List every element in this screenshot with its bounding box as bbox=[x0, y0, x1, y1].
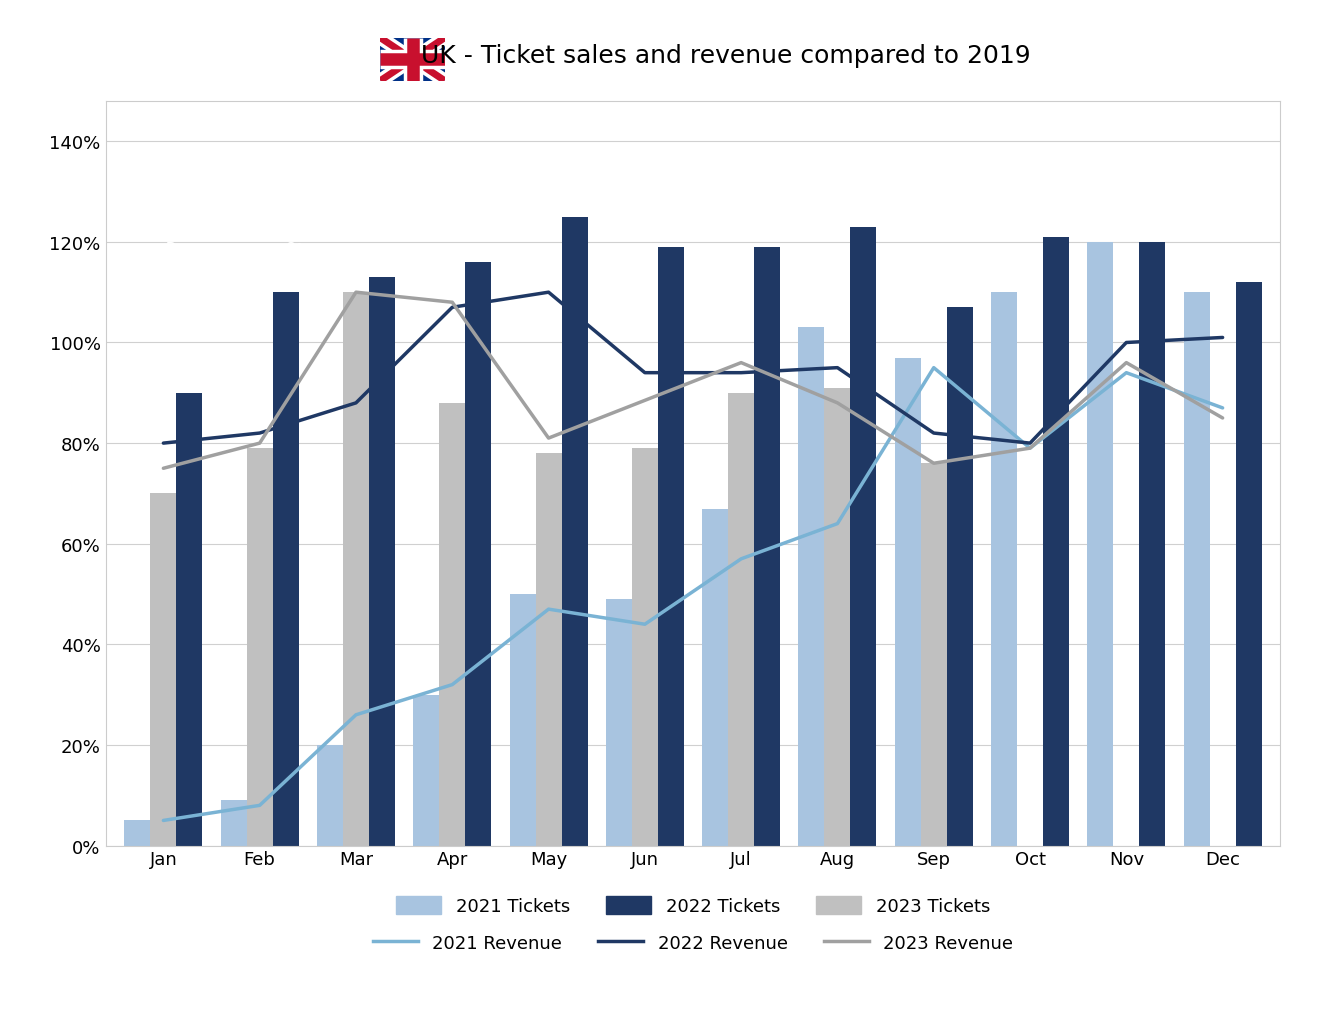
Legend: 2021 Revenue, 2022 Revenue, 2023 Revenue: 2021 Revenue, 2022 Revenue, 2023 Revenue bbox=[366, 925, 1020, 960]
Bar bbox=[440, 404, 465, 846]
Bar bbox=[370, 278, 395, 846]
Bar bbox=[850, 227, 876, 846]
Bar bbox=[150, 494, 177, 846]
Bar bbox=[343, 292, 370, 846]
Text: Revenue   -8%: Revenue -8% bbox=[166, 240, 308, 259]
Bar bbox=[1236, 283, 1262, 846]
Bar bbox=[1043, 237, 1069, 846]
Bar bbox=[1184, 292, 1209, 846]
Bar bbox=[702, 510, 729, 846]
Bar bbox=[657, 248, 684, 846]
Text: UK - Ticket sales and revenue compared to 2019: UK - Ticket sales and revenue compared t… bbox=[421, 44, 1031, 68]
Bar bbox=[921, 464, 946, 846]
Bar bbox=[124, 820, 150, 846]
Bar bbox=[1139, 243, 1166, 846]
Bar bbox=[536, 453, 561, 846]
Bar bbox=[220, 801, 247, 846]
Bar bbox=[177, 393, 202, 846]
Bar bbox=[895, 359, 921, 846]
Bar bbox=[754, 248, 780, 846]
Bar bbox=[799, 328, 825, 846]
Bar bbox=[825, 388, 850, 846]
Bar bbox=[632, 448, 657, 846]
Bar bbox=[606, 599, 632, 846]
Bar bbox=[317, 745, 343, 846]
Bar bbox=[561, 217, 587, 846]
Bar bbox=[510, 594, 536, 846]
Bar bbox=[729, 393, 754, 846]
Bar bbox=[946, 308, 973, 846]
Text: 2023 v. 2019 YTD:: 2023 v. 2019 YTD: bbox=[166, 154, 350, 171]
Bar bbox=[991, 292, 1016, 846]
Bar bbox=[247, 448, 273, 846]
Bar bbox=[465, 263, 491, 846]
Bar bbox=[413, 695, 440, 846]
Bar bbox=[1088, 243, 1113, 846]
Text: Tickets      -17%: Tickets -17% bbox=[166, 197, 351, 215]
Bar bbox=[273, 292, 298, 846]
